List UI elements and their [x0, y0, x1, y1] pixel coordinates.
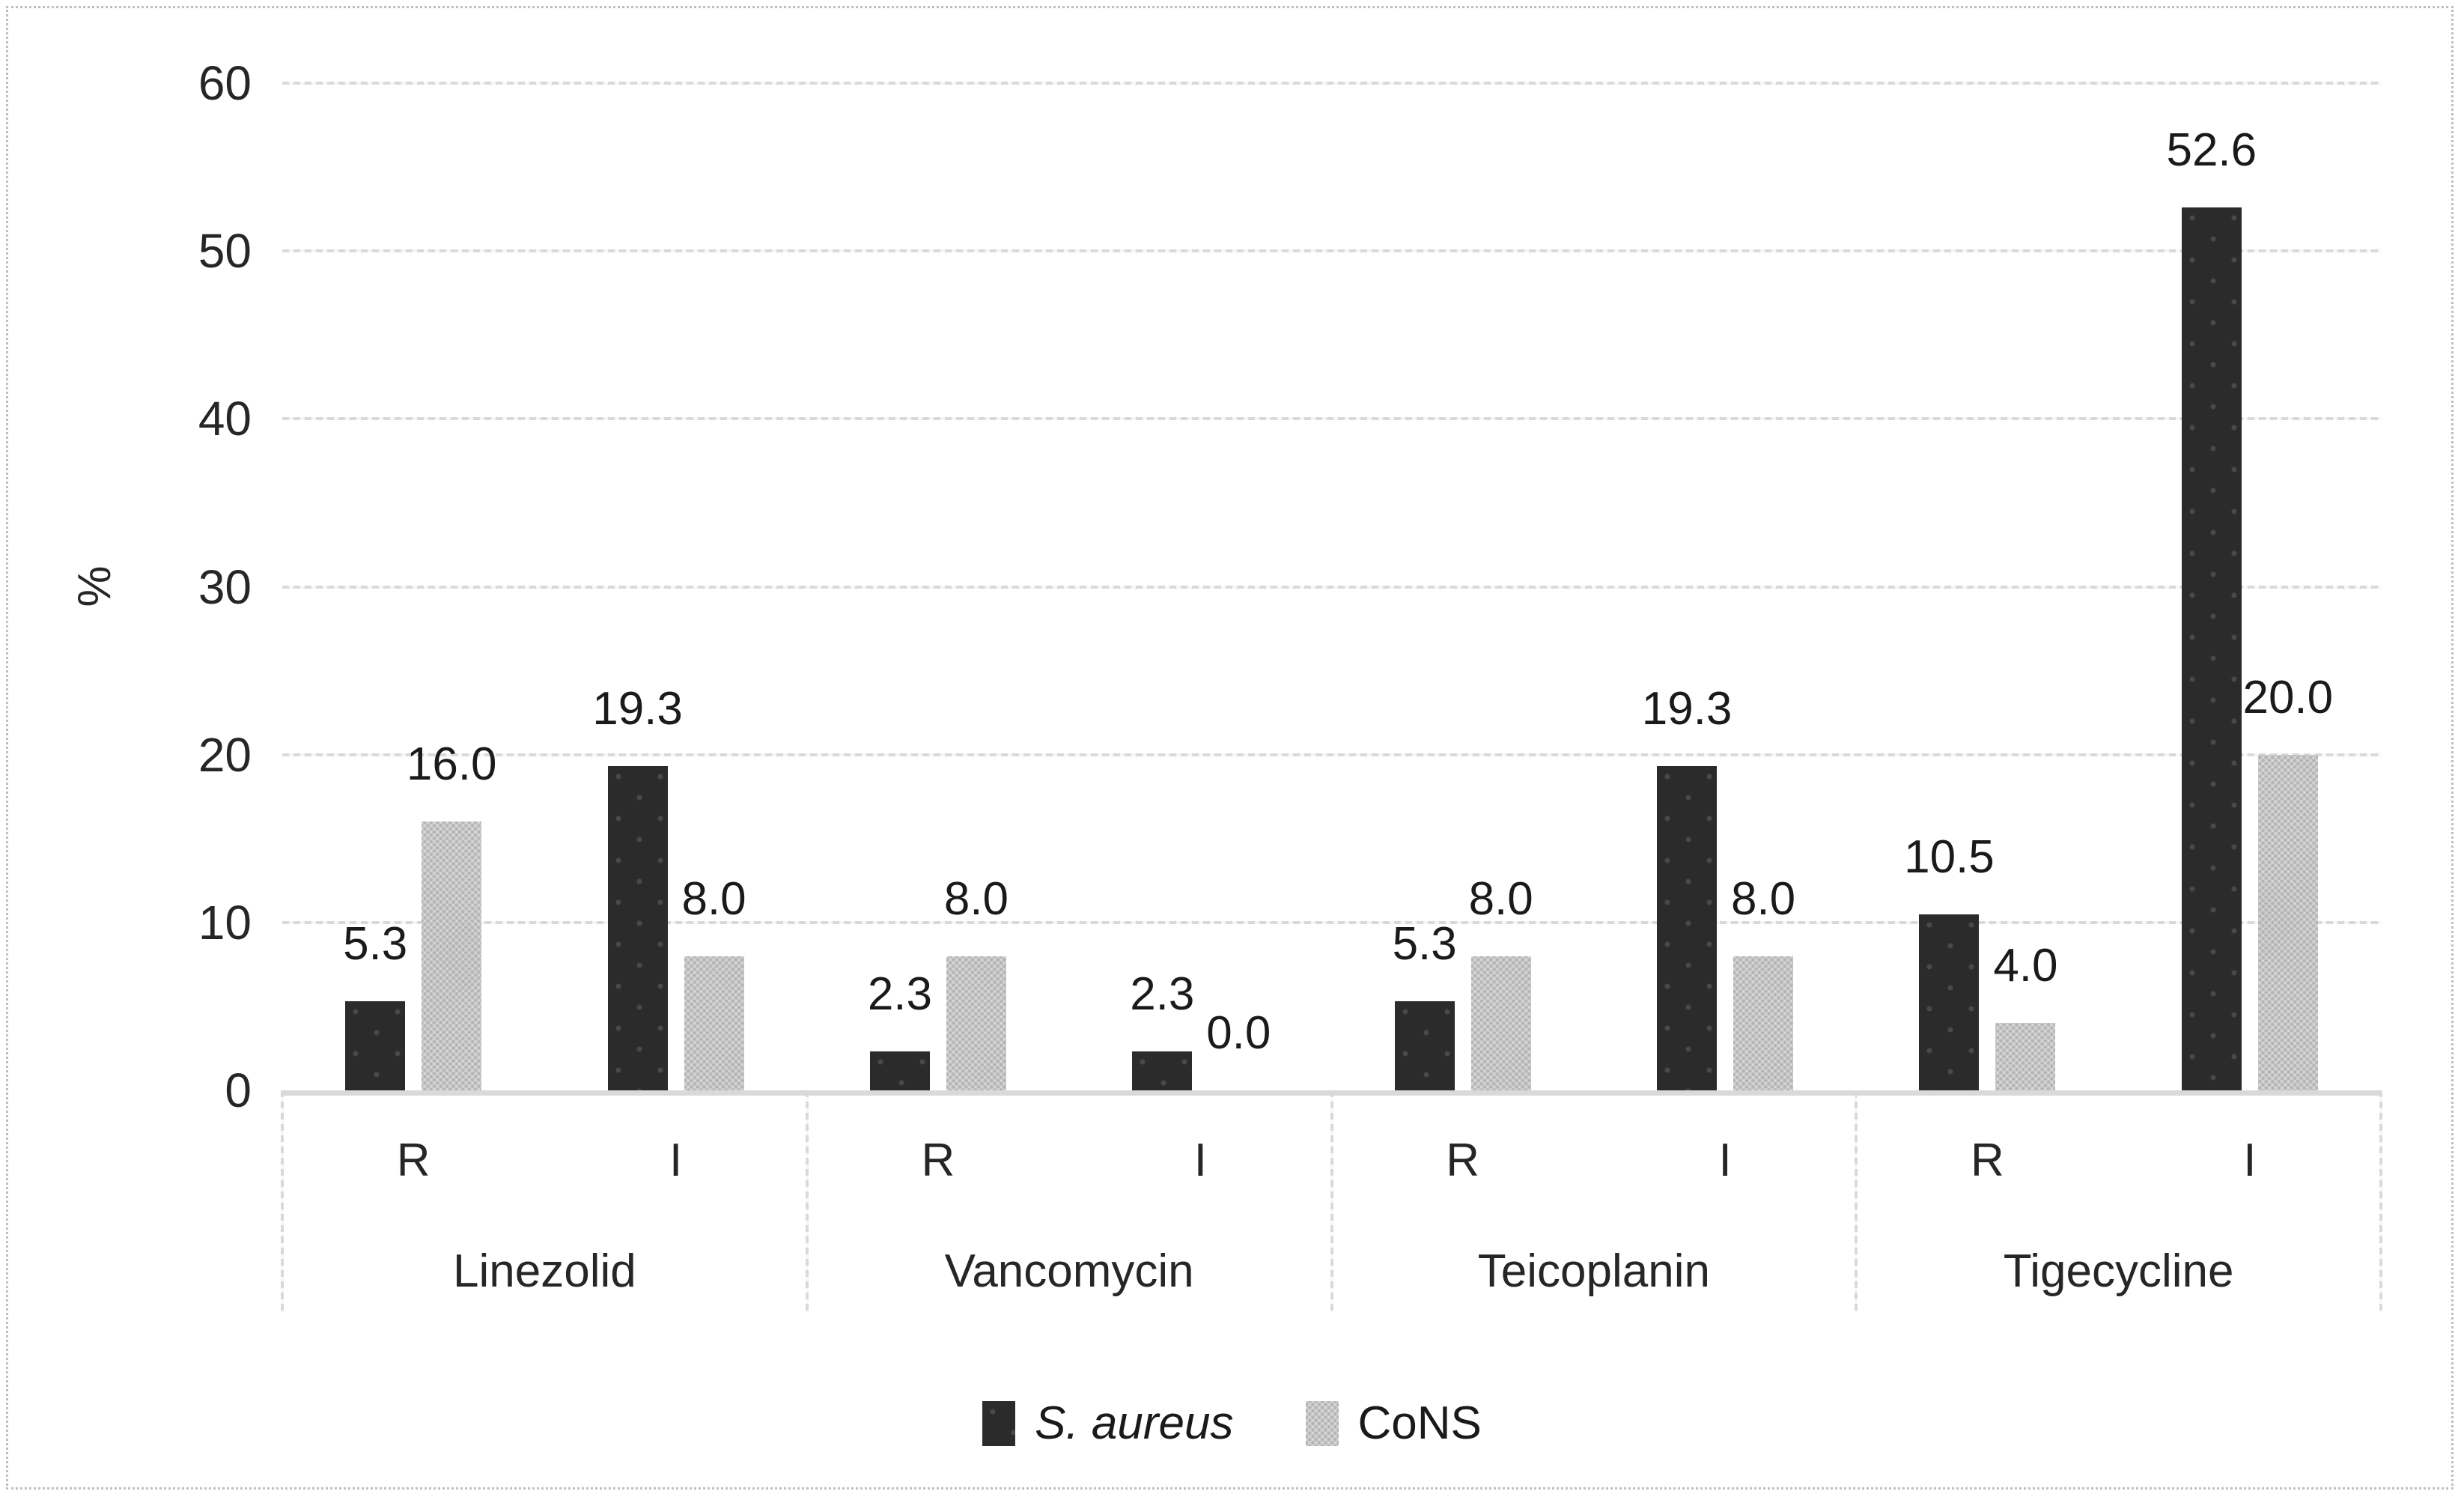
- gridline-30: [282, 585, 2381, 589]
- group-divider: [2379, 1090, 2382, 1312]
- legend-swatch-cons: [1305, 1401, 1339, 1446]
- value-label-cons-vancomycin-R: 8.0: [943, 872, 1009, 925]
- legend-item-cons: CoNS: [1305, 1397, 1482, 1449]
- category-label-R: R: [1971, 1135, 2004, 1186]
- value-label-saureus-vancomycin-R: 2.3: [867, 968, 933, 1021]
- value-label-saureus-linezolid-I: 19.3: [592, 683, 683, 735]
- y-tick-label: 40: [198, 392, 252, 446]
- gridline-20: [282, 753, 2381, 756]
- value-label-cons-vancomycin-I: 0.0: [1206, 1006, 1271, 1059]
- category-label-R: R: [1446, 1135, 1480, 1186]
- category-label-R: R: [921, 1135, 955, 1186]
- bar-cons-vancomycin-R: [946, 956, 1006, 1090]
- category-label-I: I: [1718, 1135, 1732, 1186]
- gridline-50: [282, 249, 2381, 253]
- category-label-I: I: [1193, 1135, 1207, 1186]
- value-label-saureus-tigecycline-I: 52.6: [2166, 124, 2257, 176]
- y-tick-label: 30: [198, 559, 252, 614]
- value-label-saureus-tigecycline-R: 10.5: [1904, 831, 1995, 883]
- gridline-10: [282, 920, 2381, 924]
- bar-cons-tigecycline-R: [1995, 1023, 2056, 1090]
- group-label-linezolid: Linezolid: [453, 1245, 636, 1297]
- group-divider: [281, 1090, 284, 1312]
- category-label-I: I: [669, 1135, 683, 1186]
- y-tick-label: 10: [198, 895, 252, 950]
- y-tick-label: 0: [225, 1063, 252, 1117]
- bar-cons-teicoplanin-R: [1470, 956, 1531, 1090]
- category-label-I: I: [2243, 1135, 2257, 1186]
- bar-cons-linezolid-I: [684, 956, 744, 1090]
- legend-label-cons: CoNS: [1357, 1397, 1482, 1449]
- value-label-cons-tigecycline-R: 4.0: [1993, 940, 2058, 992]
- y-tick-label: 50: [198, 224, 252, 279]
- group-divider: [805, 1090, 809, 1312]
- bar-saureus-vancomycin-I: [1132, 1051, 1193, 1090]
- bar-cons-tigecycline-I: [2257, 754, 2318, 1090]
- bar-saureus-teicoplanin-R: [1394, 1001, 1455, 1090]
- bar-saureus-linezolid-I: [607, 766, 668, 1090]
- bar-cons-linezolid-R: [422, 822, 482, 1090]
- figure-border: [6, 6, 2454, 1490]
- legend: S. aureus CoNS: [0, 1382, 2464, 1465]
- group-label-tigecycline: Tigecycline: [2003, 1245, 2234, 1297]
- bar-saureus-vancomycin-R: [869, 1051, 930, 1090]
- legend-label-saureus: S. aureus: [1035, 1397, 1234, 1449]
- bar-saureus-tigecycline-R: [1919, 914, 1980, 1090]
- gridline-60: [282, 82, 2381, 85]
- group-label-vancomycin: Vancomycin: [944, 1245, 1194, 1297]
- bar-saureus-linezolid-R: [345, 1001, 406, 1090]
- value-label-saureus-teicoplanin-I: 19.3: [1641, 683, 1733, 735]
- value-label-cons-linezolid-R: 16.0: [406, 738, 497, 791]
- value-label-saureus-vancomycin-I: 2.3: [1130, 968, 1195, 1021]
- y-tick-label: 60: [198, 56, 252, 110]
- category-label-R: R: [396, 1135, 431, 1186]
- y-tick-label: 20: [198, 727, 252, 782]
- legend-swatch-saureus: [982, 1401, 1016, 1446]
- legend-item-saureus: S. aureus: [982, 1397, 1234, 1449]
- bar-saureus-teicoplanin-I: [1657, 766, 1718, 1090]
- bar-saureus-tigecycline-I: [2181, 207, 2242, 1090]
- value-label-saureus-teicoplanin-R: 5.3: [1392, 918, 1457, 971]
- value-label-cons-teicoplanin-I: 8.0: [1730, 872, 1796, 925]
- value-label-cons-linezolid-I: 8.0: [681, 872, 746, 925]
- value-label-cons-tigecycline-I: 20.0: [2242, 671, 2334, 723]
- value-label-saureus-linezolid-R: 5.3: [343, 918, 408, 971]
- group-divider: [1330, 1090, 1333, 1312]
- gridline-40: [282, 417, 2381, 421]
- value-label-cons-teicoplanin-R: 8.0: [1468, 872, 1533, 925]
- group-label-teicoplanin: Teicoplanin: [1477, 1245, 1710, 1297]
- bar-cons-teicoplanin-I: [1733, 956, 1794, 1090]
- group-divider: [1855, 1090, 1858, 1312]
